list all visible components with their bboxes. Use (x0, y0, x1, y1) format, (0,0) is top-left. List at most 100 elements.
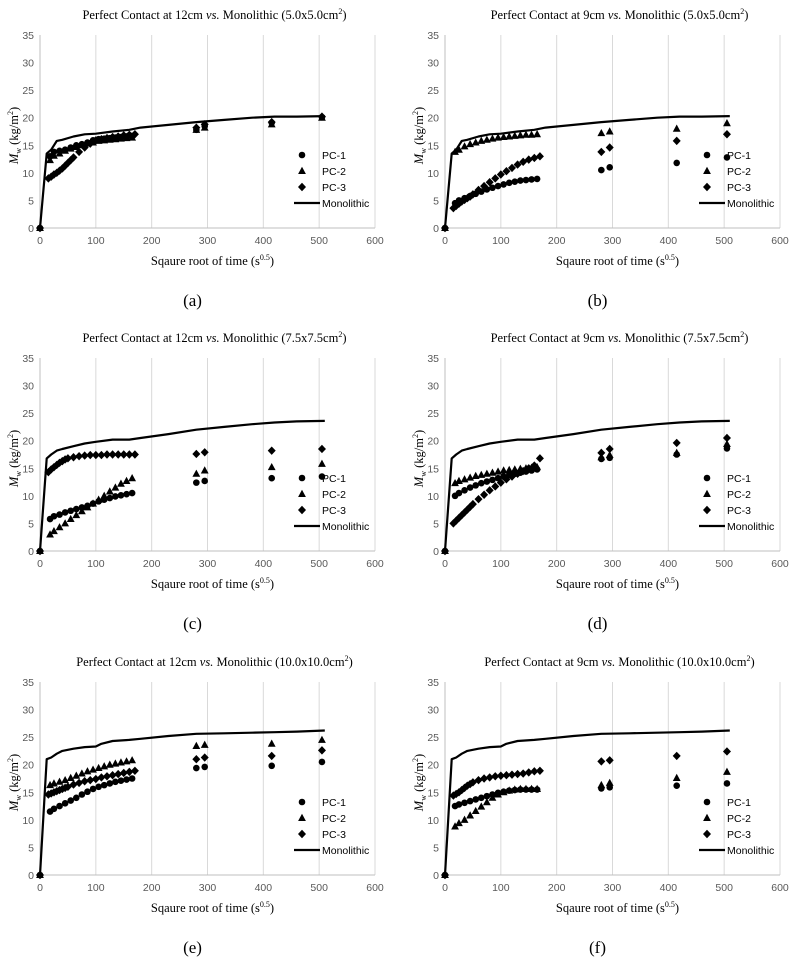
x-tick-label: 200 (143, 558, 161, 570)
y-tick-label: 5 (433, 195, 439, 207)
data-point-pc-2 (50, 526, 58, 535)
chart-title-suffix: Monolithic (5.0x5.0cm (621, 8, 740, 22)
data-point-pc-2 (482, 798, 491, 806)
data-point-pc-2 (66, 773, 75, 781)
x-tick-label: 400 (255, 558, 273, 570)
data-point-pc-3 (75, 147, 84, 157)
x-axis-label-close: ) (675, 577, 679, 591)
data-point-pc-1 (517, 177, 524, 184)
data-point-pc-3 (80, 143, 89, 152)
y-tick-label: 0 (433, 546, 439, 558)
x-tick-label: 100 (492, 558, 510, 570)
x-axis-label: Sqaure root of time (s0.5) (556, 900, 679, 915)
y-axis-label-symbol: M (412, 153, 426, 165)
y-axis-label-unit: (kg/m (412, 115, 426, 148)
data-point-pc-2 (488, 134, 497, 142)
data-point-pc-2 (77, 769, 86, 777)
data-point-pc-2 (522, 784, 530, 792)
data-point-pc-2 (455, 145, 463, 153)
legend-swatch-marker (298, 182, 306, 192)
data-point-pc-1 (123, 776, 130, 783)
legend-label: PC-2 (322, 813, 346, 825)
x-axis-label-superscript: 0.5 (260, 900, 270, 909)
data-point-pc-3 (474, 494, 483, 504)
data-point-pc-1 (128, 489, 136, 497)
data-point-pc-2 (471, 471, 480, 480)
data-point-pc-2 (100, 491, 109, 499)
panel-label: (f) (589, 938, 606, 957)
y-tick-label: 15 (22, 140, 34, 152)
x-tick-label: 300 (199, 558, 217, 570)
chart-title-superscript: 2 (338, 330, 342, 339)
series-pc-2 (36, 459, 326, 554)
data-point-pc-3 (52, 168, 61, 178)
legend-label: PC-1 (322, 150, 346, 162)
data-point-pc-1 (89, 785, 97, 793)
y-axis-label-subscript: w (419, 471, 428, 477)
data-point-pc-3 (63, 782, 72, 791)
x-tick-label: 600 (366, 558, 384, 570)
data-point-pc-1 (318, 473, 326, 480)
legend-label: Monolithic (322, 845, 369, 857)
legend-label: PC-2 (727, 813, 751, 825)
data-point-pc-1 (50, 512, 58, 520)
y-axis-label-symbol: M (7, 153, 21, 165)
chart-title-vs: vs. (206, 331, 220, 345)
series-monolithic (443, 419, 730, 552)
data-point-pc-2 (267, 462, 276, 471)
data-point-pc-2 (466, 811, 475, 819)
data-point-pc-2 (117, 134, 125, 142)
series-pc-2 (36, 113, 326, 231)
y-tick-label: 25 (427, 408, 439, 420)
data-point-pc-3 (192, 449, 201, 459)
legend-label: PC-2 (727, 489, 751, 501)
data-point-pc-1 (268, 474, 276, 482)
data-point-pc-2 (267, 739, 276, 747)
y-axis-label-unit: (kg/m (412, 762, 426, 795)
series-line-monolithic (443, 115, 730, 229)
data-point-pc-1 (477, 794, 485, 802)
data-point-pc-2 (471, 806, 480, 815)
chart-title-close: ) (342, 331, 346, 345)
legend-swatch-marker (703, 151, 711, 159)
x-tick-label: 500 (715, 235, 733, 247)
chart-panel-1: Perfect Contact at 12cm vs. Monolithic (… (6, 7, 384, 310)
data-point-pc-1 (61, 509, 69, 516)
chart-title-close: ) (744, 8, 748, 22)
chart-title-superscript: 2 (345, 654, 349, 663)
panel-label: (b) (588, 291, 608, 310)
x-axis-label-superscript: 0.5 (665, 576, 675, 585)
data-point-pc-2 (105, 487, 114, 495)
data-point-pc-2 (128, 133, 137, 141)
data-point-pc-1 (193, 764, 200, 772)
data-point-pc-3 (192, 123, 201, 132)
x-axis-label-close: ) (270, 577, 274, 591)
x-tick-label: 0 (442, 558, 448, 570)
x-tick-label: 0 (442, 235, 448, 247)
data-point-pc-2 (77, 507, 86, 515)
y-axis-label: Mw (kg/m2) (411, 430, 428, 488)
data-point-pc-3 (91, 450, 100, 460)
chart-title-vs: vs. (608, 331, 622, 345)
y-tick-label: 30 (22, 705, 34, 717)
x-axis-label-main: Sqaure root of time (s (556, 901, 665, 915)
data-point-pc-3 (55, 166, 64, 175)
series-pc-1 (36, 758, 326, 879)
data-point-pc-1 (723, 154, 731, 161)
data-point-pc-2 (455, 818, 463, 827)
x-tick-label: 300 (199, 235, 217, 247)
chart-title-suffix: Monolithic (10.0x10.0cm (213, 655, 345, 669)
data-point-pc-1 (268, 762, 276, 770)
legend-label: PC-2 (322, 489, 346, 501)
series-line-monolithic (38, 729, 325, 876)
y-axis-label-superscript: 2 (411, 111, 420, 115)
y-axis-label-symbol: M (412, 476, 426, 488)
data-point-pc-3 (535, 454, 544, 463)
data-point-pc-2 (460, 142, 469, 150)
data-point-pc-3 (130, 766, 139, 775)
data-point-pc-3 (91, 774, 100, 784)
chart-title: Perfect Contact at 9cm vs. Monolithic (5… (491, 7, 749, 22)
chart-title-prefix: Perfect Contact at 12cm (76, 655, 200, 669)
data-point-pc-2 (533, 784, 542, 792)
data-point-pc-3 (61, 161, 70, 170)
